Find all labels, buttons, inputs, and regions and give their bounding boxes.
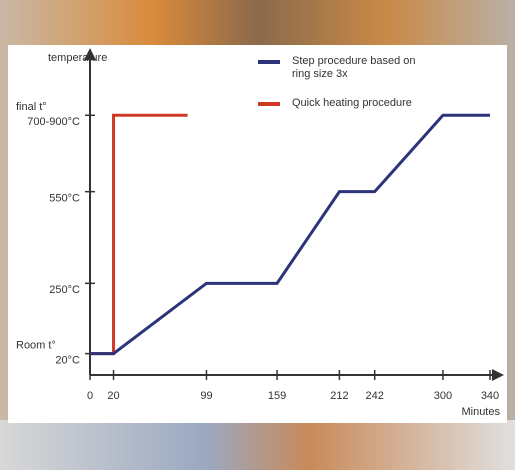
background-photo-bottom [0, 420, 515, 470]
y-tick-label: 700-900°C [27, 116, 80, 128]
y-annotation: final t° [16, 101, 47, 113]
y-tick-label: 250°C [49, 284, 80, 296]
y-tick-label: 550°C [49, 193, 80, 205]
chart-panel [8, 45, 507, 423]
x-tick-label: 159 [268, 390, 286, 402]
y-tick-label: 20°C [55, 355, 80, 367]
x-tick-label: 242 [366, 390, 384, 402]
x-tick-label: 300 [434, 390, 452, 402]
x-tick-label: 0 [87, 390, 93, 402]
x-tick-label: 212 [330, 390, 348, 402]
legend-label: Step procedure based on ring size 3x [292, 55, 416, 80]
y-axis-label: temperature [48, 52, 107, 64]
x-tick-label: 20 [107, 390, 119, 402]
x-arrow [492, 369, 504, 381]
y-arrow [84, 48, 96, 60]
y-annotation: Room t° [16, 340, 56, 352]
series-line [90, 113, 490, 356]
x-tick-label: 340 [481, 390, 499, 402]
x-axis-label: Minutes [461, 406, 500, 418]
x-tick-label: 99 [200, 390, 212, 402]
legend-label: Quick heating procedure [292, 97, 412, 109]
